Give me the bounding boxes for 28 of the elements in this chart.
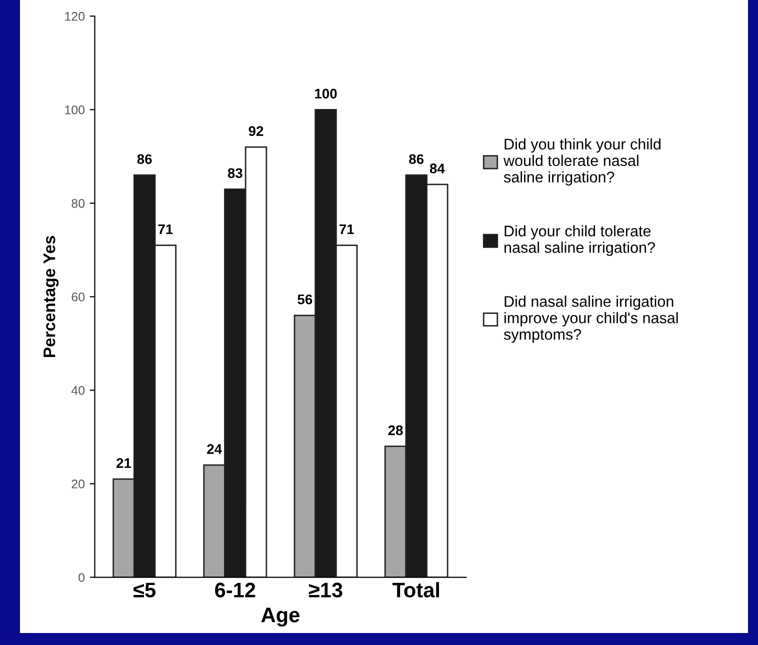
y-tick-label: 80 <box>72 198 85 208</box>
x-axis-title: Age <box>261 608 300 627</box>
legend-label: Did your child tolerate nasal saline irrigation? <box>504 225 655 256</box>
legend-label: Did nasal saline irrigation improve your child's nasal symptoms? <box>504 296 678 343</box>
y-tick-label: 0 <box>78 573 85 582</box>
y-tick-label: 120 <box>65 12 85 21</box>
x-tick-label: 6-12 <box>215 582 256 598</box>
y-tick-label: 60 <box>72 292 85 302</box>
data-label: 24 <box>207 444 222 454</box>
data-label: 83 <box>228 168 242 178</box>
data-label: 71 <box>158 224 173 234</box>
data-label: 21 <box>116 458 132 468</box>
data-label: 86 <box>409 154 424 164</box>
data-label: 28 <box>388 425 403 436</box>
y-tick-label: 20 <box>72 480 85 488</box>
data-label: 71 <box>339 224 354 234</box>
data-label: 100 <box>315 88 337 99</box>
y-tick-label: 40 <box>71 386 85 395</box>
legend-label: Did you think your child would tolerate nasal saline irrigation? <box>503 138 660 186</box>
data-label: 86 <box>137 154 152 164</box>
y-tick-label: 100 <box>65 105 85 114</box>
data-label: 56 <box>298 294 312 304</box>
y-axis-title: Percentage Yes <box>44 236 59 358</box>
x-tick-label: ≤5 <box>134 582 156 598</box>
data-label: 92 <box>248 126 264 136</box>
x-tick-label: ≥13 <box>308 582 342 598</box>
x-tick-label: Total <box>392 582 439 598</box>
data-label: 84 <box>430 164 445 174</box>
